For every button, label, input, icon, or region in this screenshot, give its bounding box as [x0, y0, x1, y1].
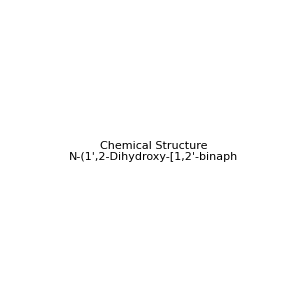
Text: Chemical Structure
N-(1',2-Dihydroxy-[1,2'-binaph: Chemical Structure N-(1',2-Dihydroxy-[1,… [69, 141, 239, 162]
